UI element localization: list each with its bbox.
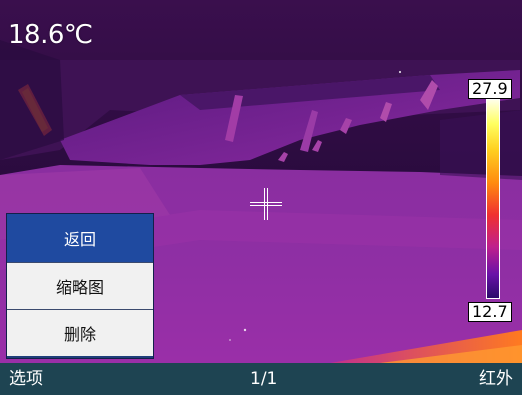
- bottom-bar: 选项 1/1 红外: [0, 363, 522, 395]
- options-menu: 返回 缩略图 删除: [6, 213, 154, 359]
- center-temperature-readout: 18.6℃: [8, 20, 93, 50]
- menu-item-back[interactable]: 返回: [7, 214, 153, 262]
- options-softkey[interactable]: 选项: [9, 369, 43, 389]
- image-counter: 1/1: [250, 369, 278, 389]
- infrared-mode-softkey[interactable]: 红外: [479, 369, 513, 389]
- menu-item-delete[interactable]: 删除: [7, 309, 153, 356]
- scale-min-label: 12.7: [468, 302, 512, 322]
- temperature-color-scale: [486, 99, 500, 299]
- menu-item-thumbnails[interactable]: 缩略图: [7, 262, 153, 309]
- scale-max-label: 27.9: [468, 79, 512, 99]
- crosshair-icon: [250, 188, 282, 220]
